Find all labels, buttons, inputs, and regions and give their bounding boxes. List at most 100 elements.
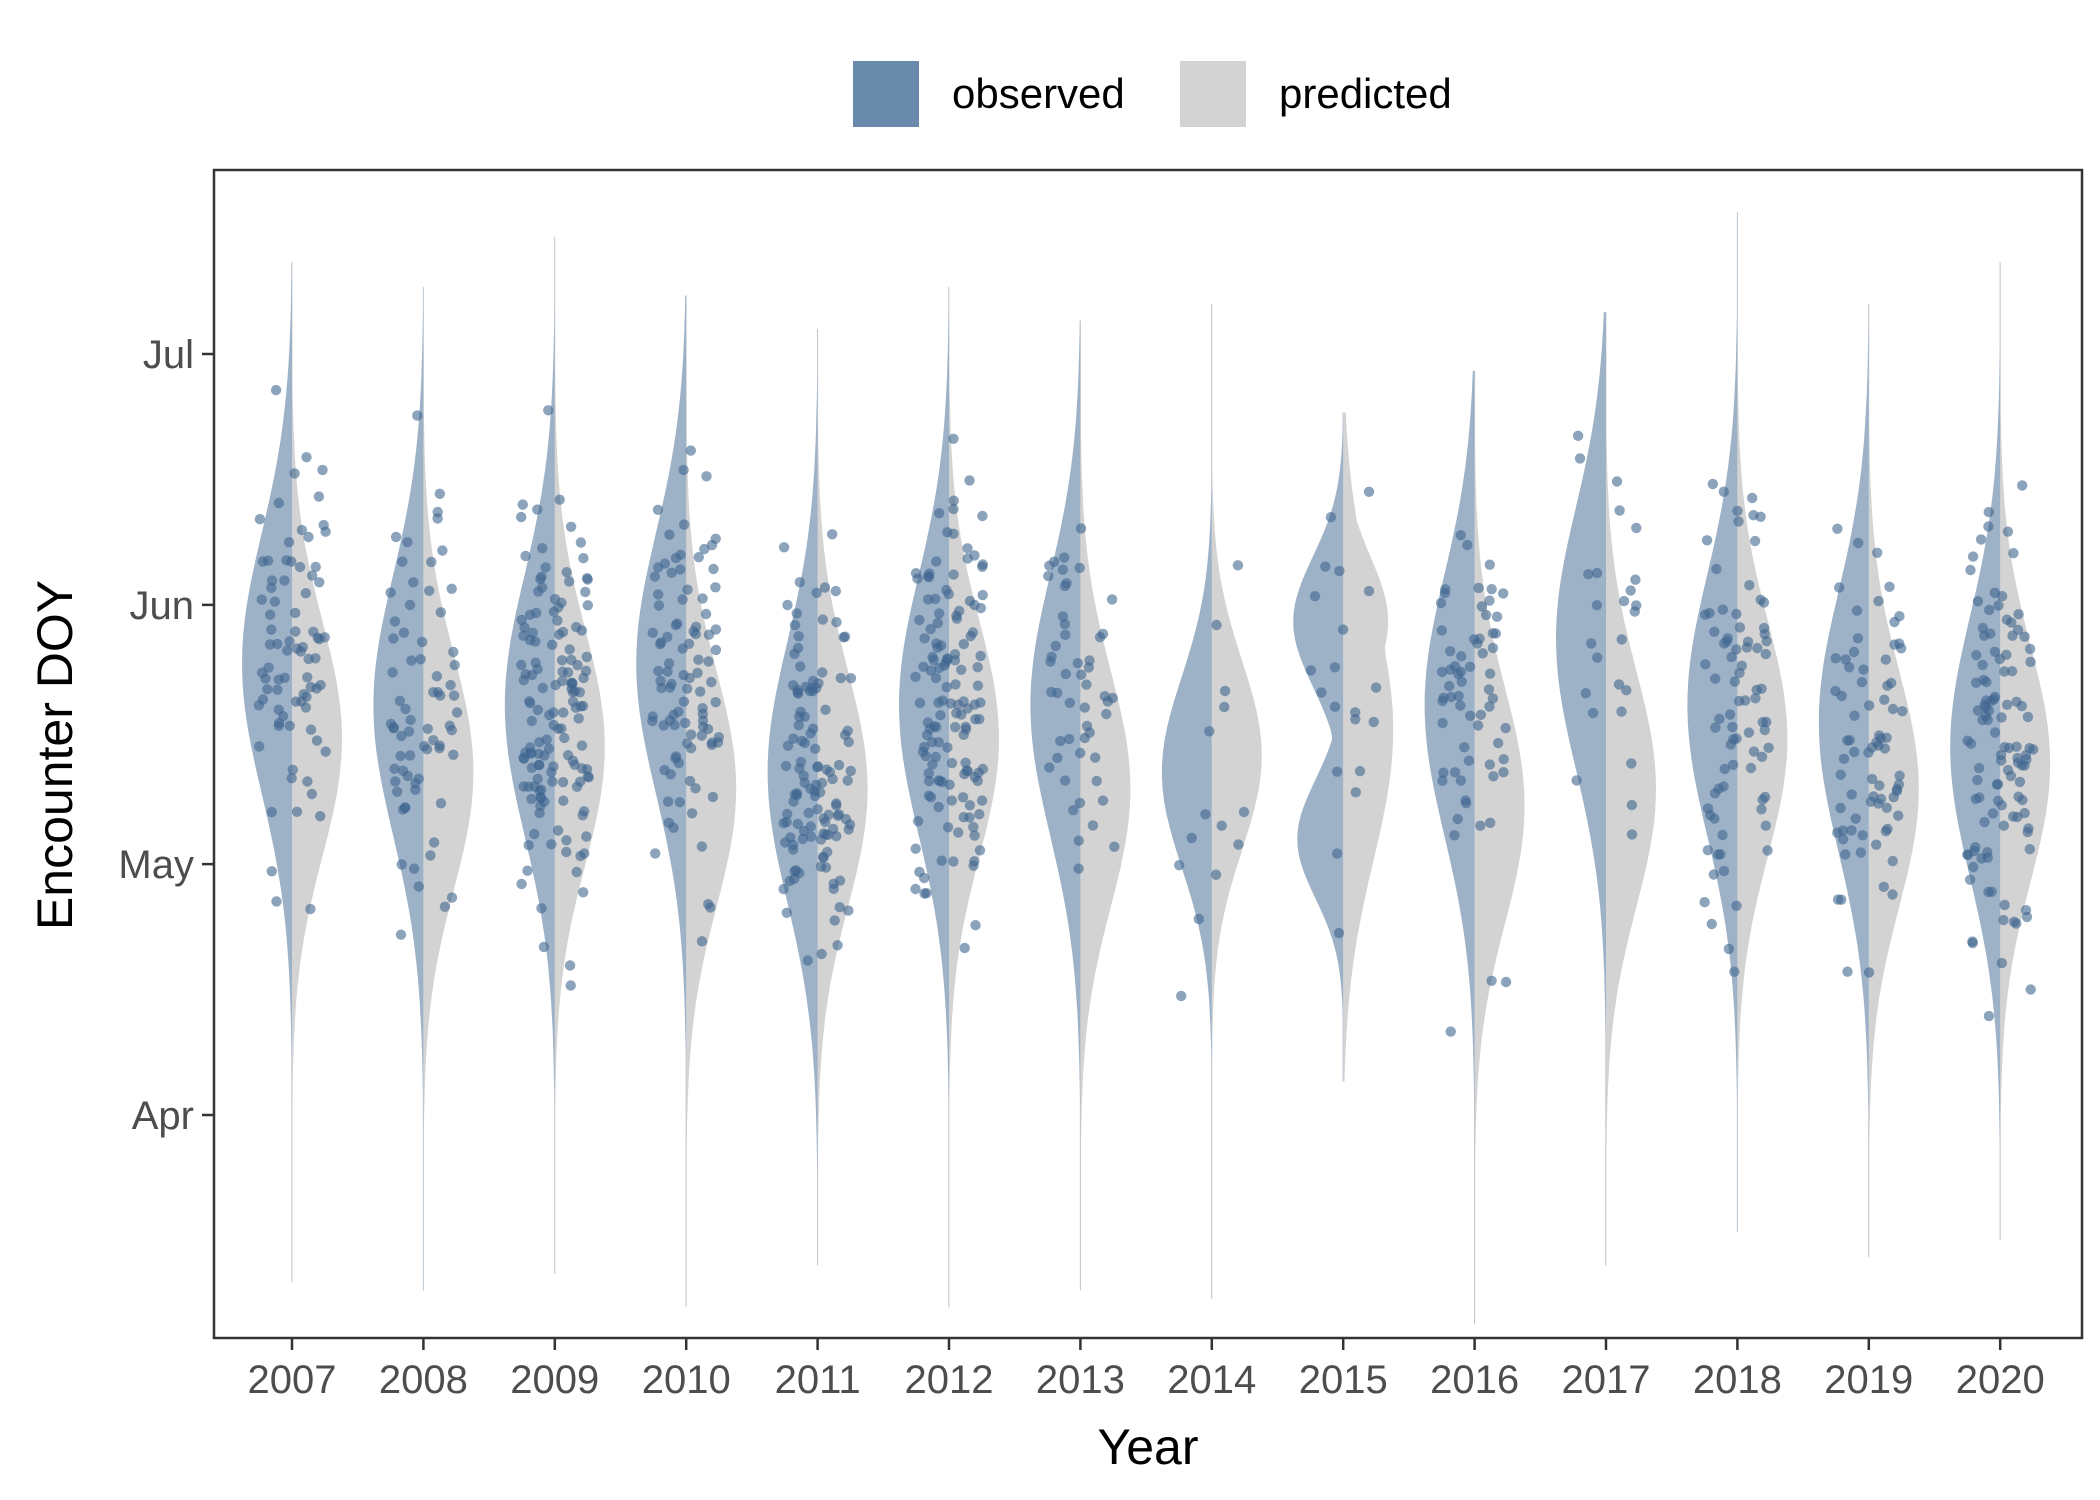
- observed-point-2008: [426, 556, 437, 568]
- observed-point-2017: [1630, 574, 1641, 585]
- observed-point-2018: [1757, 794, 1768, 805]
- observed-point-2009: [557, 666, 568, 677]
- observed-point-2011: [816, 948, 827, 960]
- observed-point-2011: [805, 728, 816, 739]
- observed-point-2016: [1480, 609, 1492, 621]
- observed-point-2017: [1611, 476, 1623, 487]
- observed-point-2012: [919, 872, 930, 884]
- observed-point-2008: [396, 730, 407, 742]
- observed-point-2010: [706, 676, 717, 688]
- observed-point-2013: [1045, 656, 1056, 667]
- observed-point-2008: [385, 587, 396, 598]
- observed-point-2010: [677, 594, 688, 605]
- observed-point-2009: [554, 494, 565, 505]
- observed-point-2010: [655, 675, 666, 687]
- observed-point-2012: [958, 638, 969, 650]
- observed-point-2014: [1210, 869, 1222, 880]
- observed-point-2011: [789, 648, 800, 659]
- observed-point-2011: [803, 807, 814, 819]
- observed-point-2009: [526, 762, 538, 773]
- observed-point-2017: [1626, 799, 1638, 811]
- observed-point-2008: [395, 750, 406, 762]
- observed-point-2015: [1305, 665, 1317, 676]
- observed-point-2009: [516, 511, 527, 523]
- observed-point-2012: [969, 830, 980, 841]
- observed-point-2020: [1992, 779, 2004, 790]
- observed-point-2012: [923, 594, 934, 605]
- observed-point-2008: [435, 607, 446, 618]
- observed-point-2009: [516, 878, 527, 890]
- observed-point-2011: [830, 585, 841, 597]
- observed-point-2020: [2014, 776, 2026, 788]
- observed-point-2015: [1370, 682, 1382, 693]
- observed-point-2018: [1726, 651, 1737, 663]
- observed-point-2009: [525, 742, 536, 753]
- x-tick-label-2008: 2008: [379, 1358, 468, 1402]
- observed-point-2009: [534, 807, 545, 819]
- observed-point-2012: [974, 845, 986, 856]
- observed-point-2017: [1580, 688, 1592, 699]
- observed-point-2009: [537, 682, 548, 694]
- x-tick-label-2018: 2018: [1693, 1358, 1782, 1402]
- observed-point-2011: [800, 681, 812, 692]
- violin-layer: [242, 211, 2051, 1325]
- observed-point-2012: [962, 703, 973, 714]
- observed-point-2020: [1970, 677, 1982, 688]
- observed-point-2008: [404, 750, 416, 761]
- observed-point-2009: [576, 740, 588, 751]
- observed-point-2009: [556, 723, 567, 734]
- observed-point-2019: [1835, 802, 1846, 814]
- observed-point-2013: [1057, 564, 1069, 575]
- observed-point-2008: [448, 690, 460, 701]
- observed-point-2019: [1857, 830, 1868, 841]
- observed-point-2020: [1989, 587, 2001, 598]
- observed-point-2019: [1856, 676, 1868, 688]
- observed-point-2012: [925, 665, 936, 676]
- observed-point-2015: [1337, 624, 1349, 635]
- observed-point-2012: [970, 714, 981, 725]
- observed-point-2020: [1999, 899, 2010, 911]
- observed-point-2014: [1219, 685, 1231, 697]
- observed-point-2019: [1836, 690, 1847, 702]
- observed-point-2013: [1057, 611, 1069, 622]
- observed-point-2009: [577, 810, 588, 821]
- observed-point-2016: [1487, 642, 1499, 654]
- observed-point-2009: [567, 755, 579, 766]
- observed-point-2009: [567, 687, 578, 698]
- observed-point-2019: [1864, 700, 1875, 711]
- observed-point-2019: [1844, 662, 1855, 673]
- observed-point-2009: [517, 499, 528, 510]
- observed-point-2019: [1849, 746, 1860, 758]
- observed-point-2012: [974, 809, 985, 820]
- observed-point-2008: [425, 850, 436, 861]
- observed-point-2008: [422, 723, 433, 734]
- observed-point-2010: [684, 775, 696, 787]
- observed-point-2020: [1972, 596, 1984, 607]
- observed-point-2007: [296, 524, 308, 536]
- observed-point-2010: [653, 600, 665, 611]
- observed-point-2019: [1874, 730, 1885, 741]
- observed-point-2012: [951, 613, 963, 624]
- observed-point-2012: [972, 775, 983, 787]
- observed-point-2008: [403, 726, 415, 737]
- observed-point-2012: [937, 695, 948, 706]
- observed-point-2009: [552, 615, 563, 626]
- observed-point-2012: [910, 883, 921, 895]
- observed-point-2010: [649, 571, 661, 582]
- observed-point-2008: [409, 863, 420, 874]
- observed-point-2009: [529, 828, 540, 840]
- observed-point-2011: [789, 619, 801, 631]
- observed-point-2011: [795, 756, 807, 768]
- observed-point-2011: [833, 759, 845, 771]
- observed-point-2019: [1834, 582, 1845, 593]
- observed-point-2019: [1873, 595, 1884, 607]
- observed-point-2009: [558, 795, 569, 806]
- observed-point-2016: [1461, 798, 1472, 809]
- observed-point-2017: [1571, 775, 1582, 786]
- observed-point-2011: [839, 631, 851, 642]
- observed-point-2020: [1962, 849, 1974, 860]
- observed-point-2019: [1840, 654, 1851, 665]
- observed-point-2013: [1059, 775, 1071, 786]
- violin-predicted-2011: [817, 328, 868, 1266]
- observed-point-2012: [935, 710, 946, 721]
